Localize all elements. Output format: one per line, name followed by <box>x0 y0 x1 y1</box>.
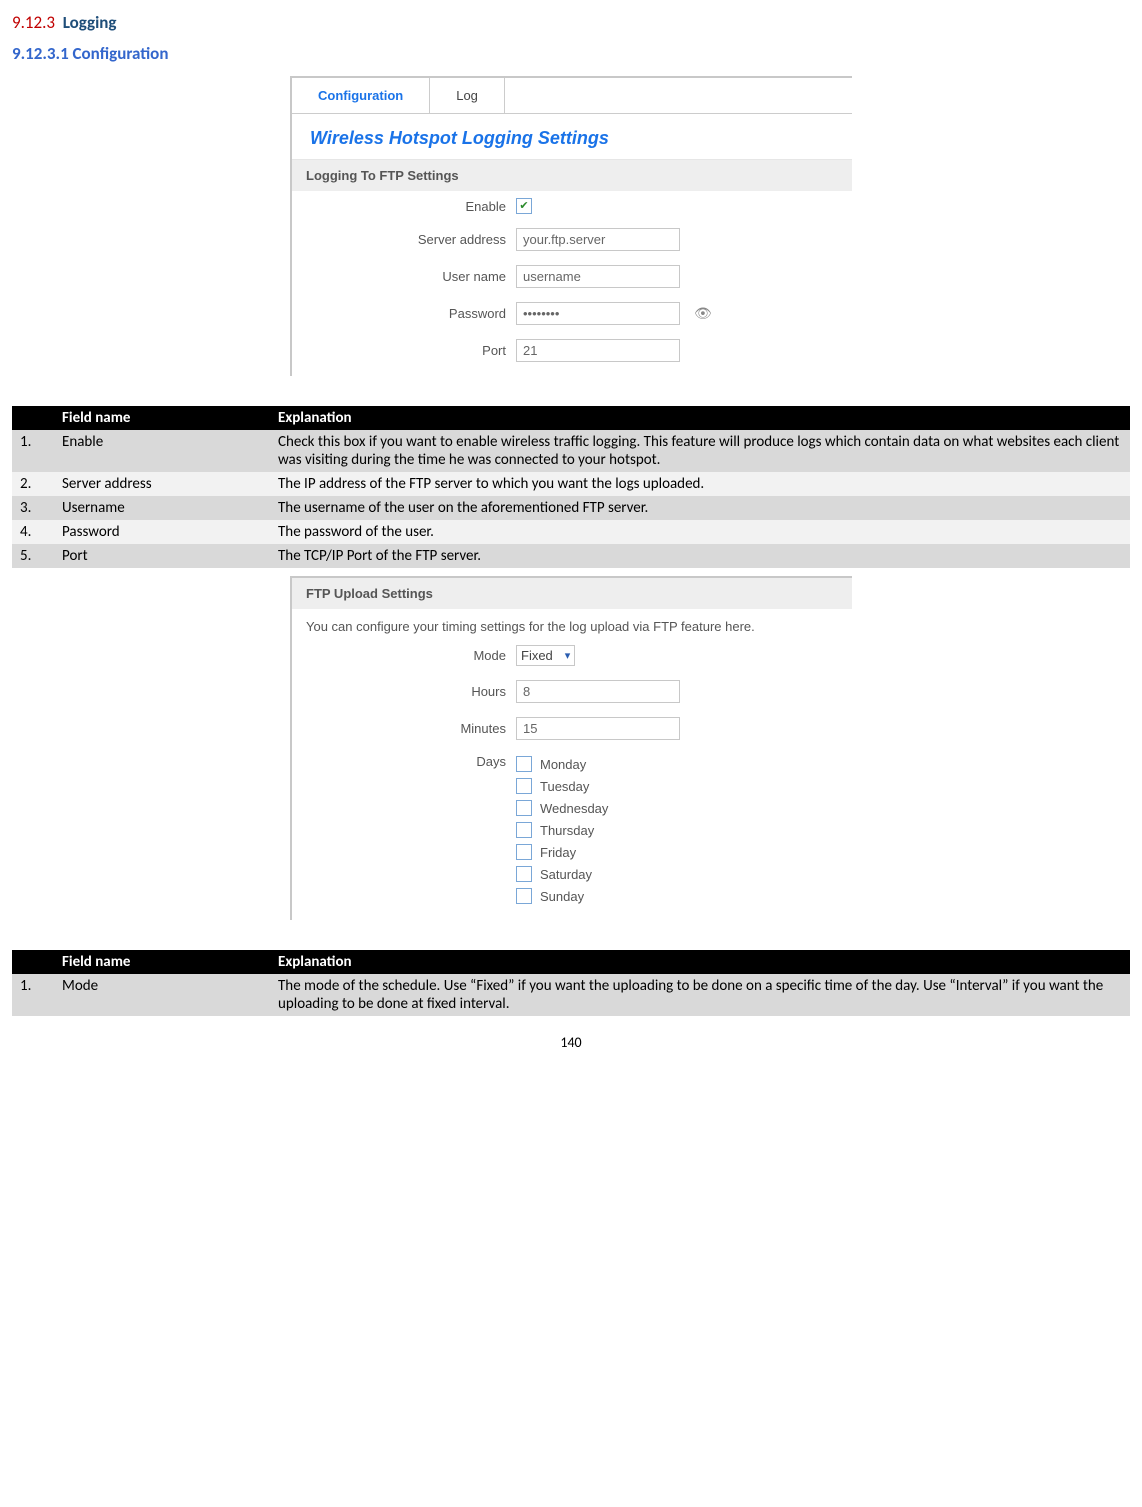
day-label: Sunday <box>540 889 584 904</box>
screenshot-upload-settings: FTP Upload Settings You can configure yo… <box>12 576 1130 920</box>
cell-field: Password <box>54 520 270 544</box>
label-minutes: Minutes <box>306 721 506 736</box>
day-option[interactable]: Wednesday <box>516 800 608 816</box>
mode-value: Fixed <box>521 648 553 663</box>
cell-exp: The mode of the schedule. Use “Fixed” if… <box>270 974 1130 1016</box>
day-checkbox[interactable] <box>516 778 532 794</box>
cell-field: Server address <box>54 472 270 496</box>
day-option[interactable]: Tuesday <box>516 778 608 794</box>
upload-panel: FTP Upload Settings You can configure yo… <box>290 576 852 920</box>
day-label: Saturday <box>540 867 592 882</box>
subsection-heading: 9.12.3.1 Configuration <box>12 43 1130 64</box>
table-header-field: Field name <box>54 950 270 974</box>
cell-exp: The IP address of the FTP server to whic… <box>270 472 1130 496</box>
section-heading: 9.12.3 Logging <box>12 12 1130 33</box>
table-header-blank <box>12 406 54 430</box>
hours-input[interactable] <box>516 680 680 703</box>
tab-log[interactable]: Log <box>430 78 505 113</box>
table-row: 1. Enable Check this box if you want to … <box>12 430 1130 472</box>
cell-field: Mode <box>54 974 270 1016</box>
cell-exp: The TCP/IP Port of the FTP server. <box>270 544 1130 568</box>
cell-exp: The username of the user on the aforemen… <box>270 496 1130 520</box>
day-label: Friday <box>540 845 576 860</box>
label-password: Password <box>306 306 506 321</box>
label-days: Days <box>306 754 506 769</box>
table-row: 5. Port The TCP/IP Port of the FTP serve… <box>12 544 1130 568</box>
cell-num: 5. <box>12 544 54 568</box>
tab-configuration[interactable]: Configuration <box>292 78 430 113</box>
table-row: 2. Server address The IP address of the … <box>12 472 1130 496</box>
cell-num: 2. <box>12 472 54 496</box>
panel-title: Wireless Hotspot Logging Settings <box>292 114 852 160</box>
screenshot-logging-settings: ConfigurationLog Wireless Hotspot Loggin… <box>12 76 1130 376</box>
day-checkbox[interactable] <box>516 866 532 882</box>
section-number: 9.12.3 <box>12 12 55 33</box>
port-input[interactable] <box>516 339 680 362</box>
cell-field: Username <box>54 496 270 520</box>
reveal-password-icon[interactable]: 👁 <box>694 305 712 322</box>
day-label: Tuesday <box>540 779 589 794</box>
mode-select[interactable]: Fixed ▾ <box>516 645 575 666</box>
chevron-down-icon: ▾ <box>565 649 571 662</box>
day-option[interactable]: Thursday <box>516 822 608 838</box>
password-input[interactable] <box>516 302 680 325</box>
tab-bar: ConfigurationLog <box>292 78 852 114</box>
table-header-explanation: Explanation <box>270 950 1130 974</box>
day-checkbox[interactable] <box>516 888 532 904</box>
days-list: Monday Tuesday Wednesday Thursday Friday… <box>516 754 608 904</box>
section-head-upload: FTP Upload Settings <box>292 578 852 609</box>
day-checkbox[interactable] <box>516 800 532 816</box>
label-server: Server address <box>306 232 506 247</box>
table-header-field: Field name <box>54 406 270 430</box>
cell-exp: Check this box if you want to enable wir… <box>270 430 1130 472</box>
server-address-input[interactable] <box>516 228 680 251</box>
label-mode: Mode <box>306 648 506 663</box>
logging-panel: ConfigurationLog Wireless Hotspot Loggin… <box>290 76 852 376</box>
day-option[interactable]: Sunday <box>516 888 608 904</box>
enable-checkbox[interactable] <box>516 198 532 214</box>
cell-num: 1. <box>12 974 54 1016</box>
section-title: Logging <box>63 12 117 33</box>
table-row: 3. Username The username of the user on … <box>12 496 1130 520</box>
table-logging-fields: Field name Explanation 1. Enable Check t… <box>12 406 1130 568</box>
cell-exp: The password of the user. <box>270 520 1130 544</box>
day-label: Wednesday <box>540 801 608 816</box>
label-hours: Hours <box>306 684 506 699</box>
day-label: Monday <box>540 757 586 772</box>
day-option[interactable]: Saturday <box>516 866 608 882</box>
label-enable: Enable <box>306 199 506 214</box>
cell-num: 1. <box>12 430 54 472</box>
day-option[interactable]: Monday <box>516 756 608 772</box>
day-label: Thursday <box>540 823 594 838</box>
table-row: 1. Mode The mode of the schedule. Use “F… <box>12 974 1130 1016</box>
label-username: User name <box>306 269 506 284</box>
table-header-blank <box>12 950 54 974</box>
cell-num: 4. <box>12 520 54 544</box>
page-number: 140 <box>12 1034 1130 1051</box>
day-option[interactable]: Friday <box>516 844 608 860</box>
table-header-explanation: Explanation <box>270 406 1130 430</box>
table-upload-fields: Field name Explanation 1. Mode The mode … <box>12 950 1130 1016</box>
cell-num: 3. <box>12 496 54 520</box>
day-checkbox[interactable] <box>516 756 532 772</box>
day-checkbox[interactable] <box>516 844 532 860</box>
username-input[interactable] <box>516 265 680 288</box>
upload-description: You can configure your timing settings f… <box>292 609 852 638</box>
day-checkbox[interactable] <box>516 822 532 838</box>
minutes-input[interactable] <box>516 717 680 740</box>
label-port: Port <box>306 343 506 358</box>
section-head-ftp: Logging To FTP Settings <box>292 160 852 191</box>
cell-field: Port <box>54 544 270 568</box>
cell-field: Enable <box>54 430 270 472</box>
table-row: 4. Password The password of the user. <box>12 520 1130 544</box>
